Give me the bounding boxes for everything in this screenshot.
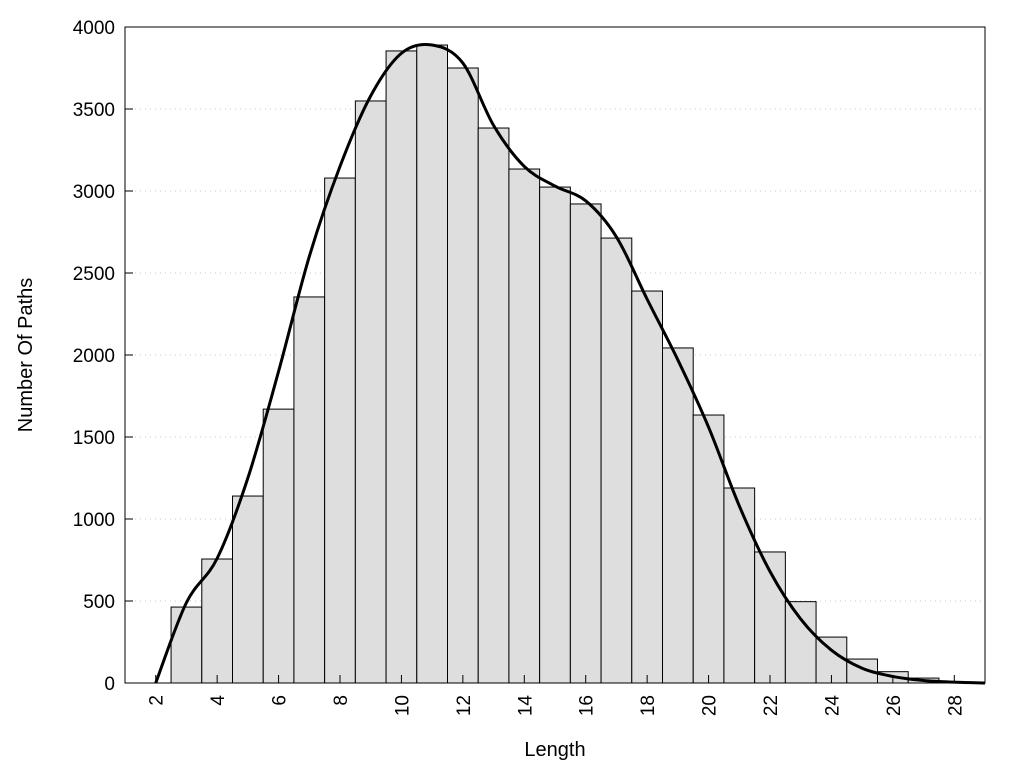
x-axis-label: Length — [524, 739, 585, 761]
bar — [477, 127, 510, 684]
y-tick-label: 0 — [104, 674, 115, 695]
x-tick-label: 6 — [270, 695, 291, 706]
x-tick-label: 28 — [945, 695, 966, 716]
bar — [631, 290, 663, 684]
y-tick-label: 3500 — [73, 100, 115, 121]
y-tick-label: 1000 — [73, 510, 115, 531]
x-tick-label: 10 — [392, 695, 413, 716]
x-tick-label: 20 — [700, 695, 721, 716]
y-tick-label: 3000 — [73, 182, 115, 203]
y-tick-label: 500 — [83, 592, 115, 613]
y-tick-label: 4000 — [73, 18, 115, 39]
y-tick-label: 2500 — [73, 264, 115, 285]
bar — [293, 296, 326, 684]
bar — [262, 408, 295, 684]
bar — [662, 347, 694, 684]
x-tick-label: 14 — [515, 695, 536, 717]
bar — [723, 487, 756, 684]
x-tick-label: 12 — [454, 695, 475, 716]
x-tick-label: 22 — [761, 695, 782, 716]
x-tick-label: 16 — [577, 695, 598, 716]
y-tick-label: 1500 — [73, 428, 115, 449]
bar — [416, 44, 448, 684]
bar — [539, 186, 571, 684]
bar — [784, 601, 817, 684]
bar — [201, 558, 234, 684]
y-axis-label: Number Of Paths — [15, 278, 37, 433]
bars — [170, 44, 971, 684]
x-tick-label: 2 — [147, 695, 168, 706]
bar — [232, 495, 264, 684]
x-axis-ticks: 2 4 6 8 10 12 14 16 18 20 22 24 26 28 — [147, 675, 966, 717]
x-tick-label: 8 — [331, 695, 352, 706]
smooth-curve — [154, 42, 986, 685]
y-tick-label: 2000 — [73, 346, 115, 367]
x-tick-label: 26 — [884, 695, 905, 716]
x-tick-label: 24 — [822, 695, 843, 717]
bar — [354, 100, 387, 684]
bar — [569, 203, 602, 684]
bar — [447, 67, 479, 684]
bar — [508, 168, 541, 684]
bar — [324, 177, 356, 684]
x-tick-label: 18 — [638, 695, 659, 716]
bar — [600, 237, 633, 684]
bar — [692, 414, 725, 684]
y-axis-ticks: 0 500 1000 1500 2000 2500 3000 3500 4000 — [73, 18, 133, 695]
x-tick-label: 4 — [208, 695, 229, 706]
bar — [385, 50, 418, 684]
bar — [170, 606, 203, 684]
